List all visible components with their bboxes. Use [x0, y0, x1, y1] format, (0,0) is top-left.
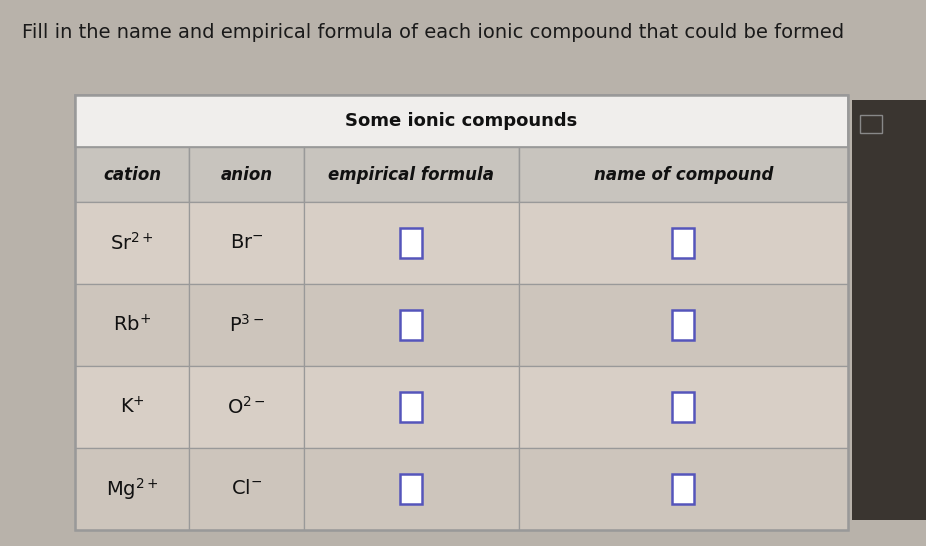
Bar	[304, 448, 519, 530]
Bar	[400, 392, 422, 422]
Bar	[519, 202, 848, 284]
Bar	[860, 115, 882, 133]
Text: empirical formula: empirical formula	[328, 165, 494, 183]
Bar	[190, 448, 304, 530]
Text: name of compound: name of compound	[594, 165, 773, 183]
Bar	[519, 147, 848, 202]
Bar	[672, 474, 694, 504]
Text: cation: cation	[103, 165, 161, 183]
Text: P$^{3-}$: P$^{3-}$	[229, 314, 264, 336]
Bar	[400, 310, 422, 340]
Bar	[304, 147, 519, 202]
Bar	[75, 95, 848, 147]
Bar	[400, 474, 422, 504]
Bar	[519, 366, 848, 448]
Bar	[75, 448, 190, 530]
Bar	[672, 392, 694, 422]
Bar	[852, 100, 926, 520]
Text: Rb$^{+}$: Rb$^{+}$	[113, 314, 151, 336]
Bar	[75, 147, 190, 202]
Text: Some ionic compounds: Some ionic compounds	[345, 112, 578, 130]
Text: Sr$^{2+}$: Sr$^{2+}$	[110, 232, 154, 254]
Bar	[304, 284, 519, 366]
Bar	[190, 202, 304, 284]
Bar	[304, 366, 519, 448]
Text: K$^{+}$: K$^{+}$	[119, 396, 144, 418]
Bar	[672, 228, 694, 258]
Text: anion: anion	[220, 165, 272, 183]
Bar	[75, 366, 190, 448]
Text: Cl$^{-}$: Cl$^{-}$	[231, 479, 262, 498]
Bar	[190, 284, 304, 366]
Bar	[75, 284, 190, 366]
Bar	[304, 202, 519, 284]
Bar	[400, 228, 422, 258]
Text: O$^{2-}$: O$^{2-}$	[227, 396, 266, 418]
Bar	[190, 366, 304, 448]
Bar	[75, 202, 190, 284]
Bar	[75, 95, 848, 530]
Bar	[190, 147, 304, 202]
Bar	[672, 310, 694, 340]
Bar	[519, 448, 848, 530]
Text: Fill in the name and empirical formula of each ionic compound that could be form: Fill in the name and empirical formula o…	[22, 22, 845, 41]
Text: Mg$^{2+}$: Mg$^{2+}$	[106, 476, 158, 502]
Text: Br$^{-}$: Br$^{-}$	[230, 234, 263, 252]
Bar	[519, 284, 848, 366]
